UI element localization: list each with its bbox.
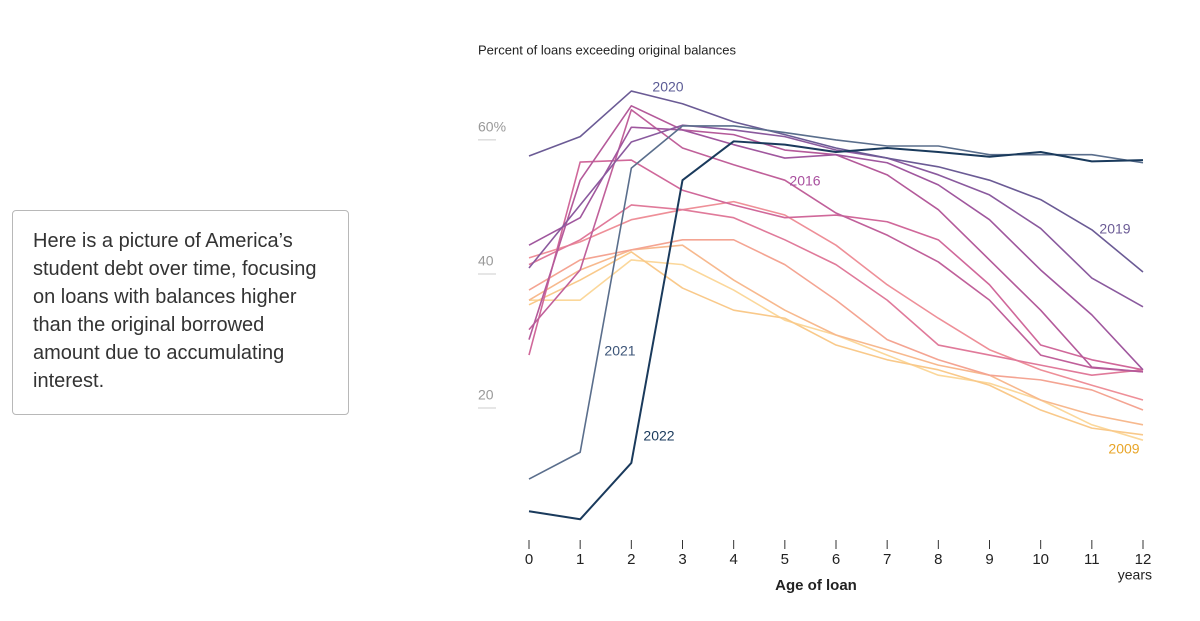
series-line (528, 204, 1144, 376)
x-unit: years (1118, 567, 1152, 583)
series-line (528, 200, 1144, 401)
x-tick-label: 3 (678, 551, 686, 568)
x-tick-label: 1 (576, 551, 584, 568)
series-line (528, 109, 1144, 373)
series-line (528, 126, 1144, 371)
series-line (528, 125, 1144, 480)
x-tick-label: 7 (883, 551, 891, 568)
series-line (528, 124, 1144, 308)
x-tick-label: 11 (1084, 551, 1100, 568)
series-label: 2020 (652, 79, 683, 95)
x-tick-label: 12 (1135, 551, 1152, 568)
x-tick-label: 8 (934, 551, 942, 568)
y-tick-label: 40 (478, 253, 494, 269)
x-tick-label: 0 (525, 551, 533, 568)
x-tick-label: 4 (729, 551, 737, 568)
x-tick-label: 10 (1032, 551, 1049, 568)
series-line (528, 239, 1144, 411)
y-tick-label: 60% (478, 119, 506, 135)
x-axis-title: Age of loan (775, 577, 857, 594)
x-tick-label: 6 (832, 551, 840, 568)
series-line (528, 140, 1144, 521)
series-label: 2019 (1099, 221, 1130, 237)
series-line (528, 159, 1144, 371)
series-label: 2021 (604, 343, 635, 359)
series-line (528, 90, 1144, 273)
annotation-box: Here is a picture of America’s student d… (12, 210, 349, 415)
series-line (528, 244, 1144, 426)
series-label: 2009 (1108, 441, 1139, 457)
x-tick-label: 2 (627, 551, 635, 568)
series-label: 2022 (643, 428, 674, 444)
x-tick-label: 5 (781, 551, 789, 568)
series-line (528, 251, 1144, 436)
y-tick-label: 20 (478, 387, 494, 403)
series-label: 2016 (789, 173, 820, 189)
x-tick-label: 9 (985, 551, 993, 568)
y-axis-title: Percent of loans exceeding original bala… (478, 42, 737, 57)
